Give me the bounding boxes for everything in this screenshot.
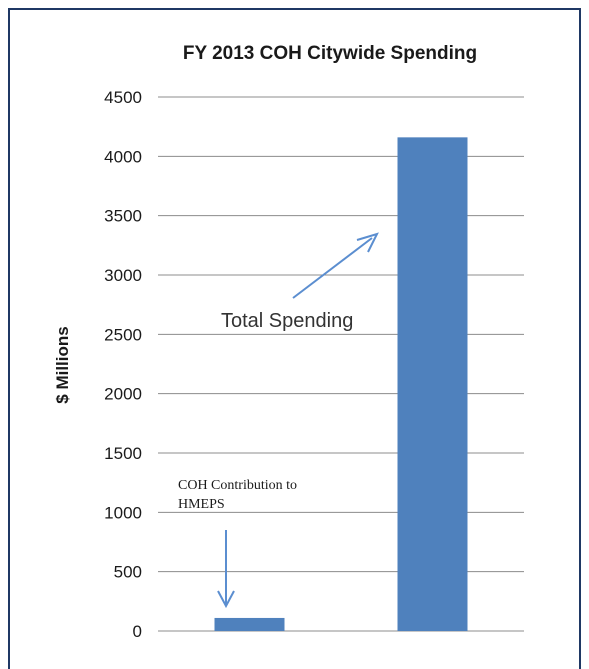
chart-frame <box>8 8 581 669</box>
y-tick-label: 4000 <box>104 147 142 166</box>
chart-title: FY 2013 COH Citywide Spending <box>183 43 477 64</box>
y-tick-label: 500 <box>114 563 142 582</box>
coh-contribution-annotation-line1: COH Contribution to <box>178 478 297 493</box>
coh-contribution-annotation-line2: HMEPS <box>178 497 225 512</box>
y-tick-label: 0 <box>133 622 142 641</box>
total-spending-arrow <box>292 232 379 299</box>
bar-1 <box>214 617 285 631</box>
coh-contribution-arrow <box>217 530 235 609</box>
y-tick-label: 3000 <box>104 266 142 285</box>
y-tick-label: 1000 <box>104 503 142 522</box>
bar-2 <box>397 137 468 631</box>
y-tick-label: 2000 <box>104 385 142 404</box>
total-spending-annotation: Total Spending <box>221 310 353 332</box>
y-tick-label: 2500 <box>104 325 142 344</box>
y-axis-label: $ Millions <box>53 326 72 403</box>
y-axis-ticks: 0 500 1000 1500 2000 2500 3000 3500 4000 4500 <box>104 88 142 641</box>
y-tick-label: 3500 <box>104 207 142 226</box>
bars <box>214 137 468 631</box>
y-tick-label: 4500 <box>104 88 142 107</box>
y-tick-label: 1500 <box>104 444 142 463</box>
